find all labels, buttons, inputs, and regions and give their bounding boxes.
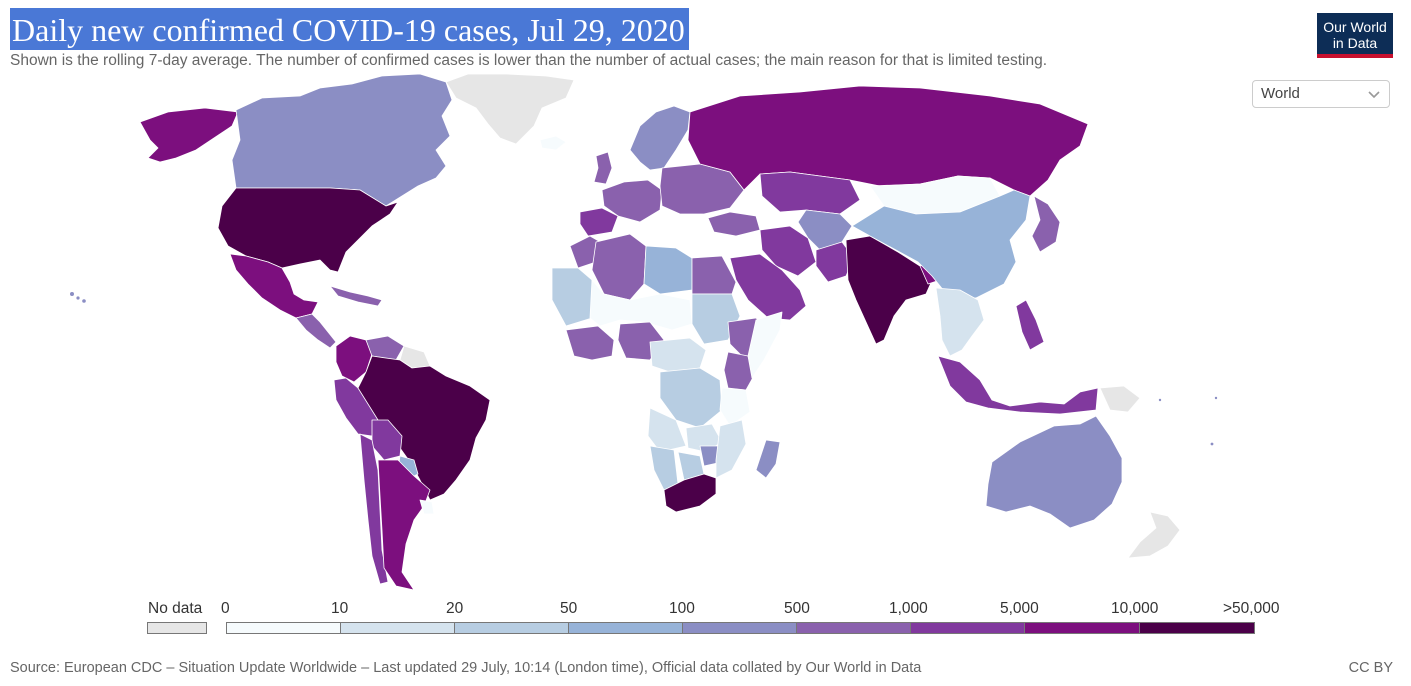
region-spain[interactable]: Spain	[579, 207, 619, 237]
owid-logo[interactable]: Our World in Data	[1317, 13, 1393, 58]
legend-tick: 5,000	[1000, 600, 1039, 617]
region-united-kingdom[interactable]: United Kingdom	[593, 151, 613, 185]
region-sudan[interactable]: Sudan	[691, 293, 741, 345]
chart-title: Daily new confirmed COVID-19 cases, Jul …	[10, 8, 689, 50]
map-legend: No data 0 10 20 50 100 500 1,000 5,000 1…	[0, 596, 1411, 638]
legend-tick: 10,000	[1111, 600, 1159, 617]
legend-swatch[interactable]	[1024, 622, 1140, 634]
region-brazil[interactable]: Brazil	[357, 355, 491, 501]
region-west-sahara[interactable]: West Sahara	[551, 267, 593, 327]
region-india[interactable]: India	[845, 235, 935, 345]
region-algeria[interactable]: Algeria	[591, 233, 647, 301]
region-namibia[interactable]: Namibia	[649, 445, 679, 491]
map-islands	[70, 292, 1218, 446]
region-canada[interactable]: Canada	[231, 73, 453, 207]
chevron-down-icon	[1368, 91, 1380, 99]
region-western-europe[interactable]: Western Europe	[601, 179, 663, 223]
region-papua-new-guinea[interactable]: Papua New Guinea	[1099, 385, 1141, 413]
legend-tick: 10	[331, 600, 349, 617]
region-dr-congo[interactable]: DR Congo	[659, 367, 723, 429]
region-russia[interactable]: Russia	[687, 85, 1089, 197]
legend-no-data-label: No data	[148, 600, 203, 617]
world-map[interactable]: Alaska Canada United States Mexico Centr…	[0, 66, 1411, 596]
region-sahel[interactable]: Sahel	[589, 279, 693, 331]
region-china[interactable]: China	[851, 189, 1031, 299]
region-new-zealand[interactable]: New Zealand	[1127, 511, 1181, 559]
legend-tick: 100	[669, 600, 695, 617]
region-pakistan[interactable]: Pakistan	[815, 241, 855, 283]
region-central-africa[interactable]: Central Africa	[649, 337, 707, 373]
legend-no-data-swatch[interactable]	[147, 622, 207, 634]
region-mozambique[interactable]: Mozambique	[715, 419, 747, 479]
region-chile[interactable]: Chile	[359, 433, 389, 585]
region-japan[interactable]: Japan	[1031, 195, 1061, 253]
region-south-africa[interactable]: South Africa	[663, 473, 717, 513]
region-philippines[interactable]: Philippines	[1015, 299, 1045, 351]
region-venezuela[interactable]: Venezuela	[365, 335, 405, 361]
region-uruguay[interactable]: Uruguay	[419, 499, 435, 515]
region-australia[interactable]: Australia	[985, 415, 1123, 529]
license-link[interactable]: CC BY	[1348, 660, 1393, 676]
region-southeast-asia[interactable]: Southeast Asia	[935, 287, 985, 357]
region-turkey[interactable]: Turkey	[707, 211, 761, 237]
region-argentina[interactable]: Argentina	[377, 459, 431, 591]
legend-tick: 500	[784, 600, 810, 617]
region-egypt[interactable]: Egypt	[691, 255, 737, 295]
region-mexico[interactable]: Mexico	[229, 253, 319, 319]
source-note[interactable]: Source: European CDC – Situation Update …	[10, 660, 922, 676]
legend-tick: >50,000	[1223, 600, 1280, 617]
region-libya[interactable]: Libya	[643, 245, 693, 295]
region-iceland[interactable]: Iceland	[539, 135, 567, 151]
legend-swatch[interactable]	[796, 622, 911, 634]
logo-line-1: Our World	[1323, 19, 1387, 35]
region-indonesia[interactable]: Indonesia	[937, 355, 1099, 415]
region-saudi-arabia[interactable]: Saudi Arabia	[729, 253, 807, 321]
legend-tick: 50	[560, 600, 578, 617]
region-iran[interactable]: Iran	[759, 225, 817, 277]
legend-swatch[interactable]	[340, 622, 455, 634]
region-madagascar[interactable]: Madagascar	[755, 439, 781, 479]
legend-tick: 0	[221, 600, 230, 617]
legend-swatch[interactable]	[226, 622, 341, 634]
region-central-america[interactable]: Central America	[295, 313, 337, 349]
region-somalia[interactable]: Somalia	[747, 311, 783, 379]
region-angola[interactable]: Angola	[647, 407, 687, 453]
region-greenland[interactable]: Greenland	[445, 73, 575, 145]
legend-swatch[interactable]	[682, 622, 797, 634]
legend-tick: 20	[446, 600, 464, 617]
region-scandinavia[interactable]: Scandinavia	[629, 105, 691, 171]
region-ghana[interactable]: Ghana	[565, 325, 615, 361]
legend-swatch[interactable]	[1139, 622, 1255, 634]
region-united-states[interactable]: United States	[217, 187, 399, 273]
region-select-value: World	[1261, 85, 1300, 102]
region-caribbean[interactable]: Caribbean	[329, 285, 383, 307]
legend-tick: 1,000	[889, 600, 928, 617]
legend-swatch[interactable]	[568, 622, 683, 634]
legend-swatch[interactable]	[910, 622, 1025, 634]
region-kazakhstan[interactable]: Kazakhstan	[759, 171, 861, 215]
chart-subtitle: Shown is the rolling 7-day average. The …	[10, 52, 1048, 69]
region-select[interactable]: World	[1252, 80, 1390, 108]
legend-swatch[interactable]	[454, 622, 569, 634]
logo-line-2: in Data	[1332, 35, 1378, 51]
region-alaska[interactable]: Alaska	[139, 107, 239, 163]
region-tanzania[interactable]: Tanzania	[719, 387, 751, 427]
